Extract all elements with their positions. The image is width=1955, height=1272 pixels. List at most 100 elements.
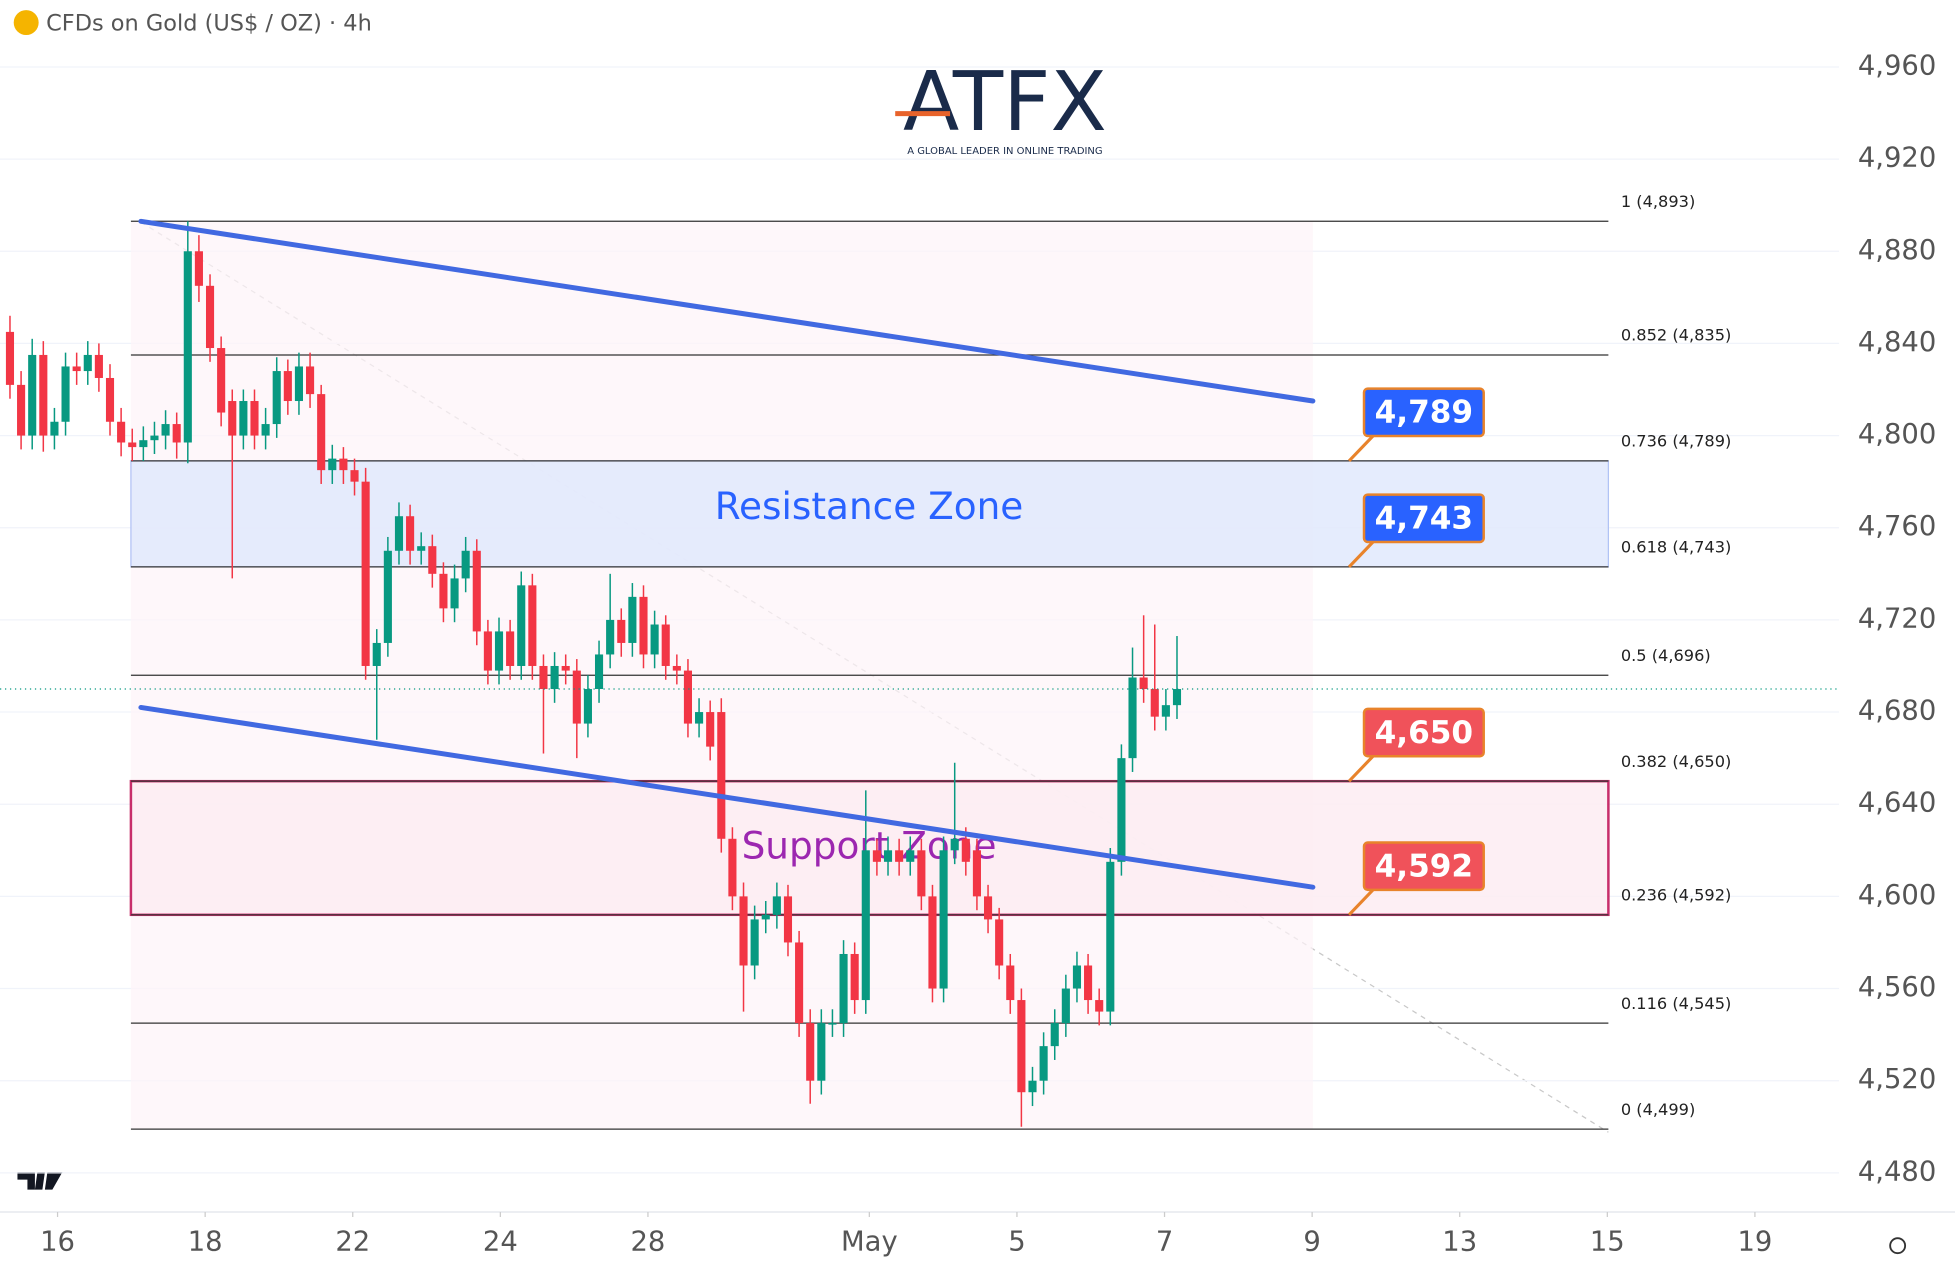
candle-body <box>1061 988 1070 1024</box>
candle-body <box>317 394 326 471</box>
x-tick-label: May <box>841 1227 898 1258</box>
candle-body <box>872 850 881 862</box>
candle-body <box>228 401 237 436</box>
y-tick-label: 4,840 <box>1858 327 1936 358</box>
y-tick-label: 4,800 <box>1858 419 1936 450</box>
candle-body <box>706 712 715 747</box>
candle-body <box>239 401 248 436</box>
candle-body <box>450 578 459 609</box>
candle-body <box>795 942 804 1024</box>
candle-body <box>939 850 948 989</box>
price-tag-label: 4,789 <box>1375 395 1474 431</box>
candle-body <box>61 366 70 422</box>
logo-name: ATFX <box>903 55 1107 150</box>
candle-body <box>539 665 548 690</box>
price-tag-label: 4,650 <box>1375 715 1474 751</box>
candle-body <box>917 850 926 897</box>
candle-body <box>1039 1046 1048 1081</box>
x-tick-label: 22 <box>335 1227 370 1258</box>
candle-body <box>1172 689 1182 706</box>
candle-body <box>861 850 870 1001</box>
candle-body <box>183 251 192 443</box>
candle-body <box>72 366 81 372</box>
x-tick-label: 15 <box>1590 1227 1625 1258</box>
candle-body <box>5 331 15 385</box>
candle-body <box>272 371 281 425</box>
fib-diagonal <box>140 221 1609 1133</box>
candle-body <box>995 919 1004 966</box>
candle-body <box>406 516 415 551</box>
fib-label: 1 (4,893) <box>1621 192 1695 211</box>
price-tag <box>1362 841 1485 892</box>
candle-body <box>561 665 570 671</box>
candle-body <box>250 401 259 436</box>
tv-mark <box>17 1172 63 1190</box>
candle-body <box>672 665 681 671</box>
x-tick-label: 9 <box>1303 1227 1320 1258</box>
trendline <box>138 218 1316 404</box>
x-tick-label: 18 <box>188 1227 223 1258</box>
y-tick-label: 4,480 <box>1858 1156 1936 1187</box>
candle-body <box>1006 965 1015 1001</box>
candle-body <box>361 481 370 666</box>
fib-label: 0.5 (4,696) <box>1621 646 1711 665</box>
candle-body <box>105 377 115 422</box>
candle-body <box>1106 861 1115 1012</box>
y-tick-label: 4,560 <box>1858 972 1936 1003</box>
candle-body <box>394 516 404 551</box>
tv-logo <box>17 1172 63 1190</box>
logo-tagline: A GLOBAL LEADER IN ONLINE TRADING <box>907 146 1102 157</box>
candle-body <box>772 896 781 915</box>
candle-body <box>494 631 504 671</box>
trendline <box>138 704 1316 890</box>
candle-body <box>283 371 292 402</box>
candle-body <box>883 850 893 862</box>
candle-body <box>617 619 626 643</box>
candle-body <box>1028 1080 1037 1093</box>
candle-body <box>839 953 848 1024</box>
x-tick-label: 19 <box>1737 1227 1772 1258</box>
x-tick-label: 24 <box>483 1227 518 1258</box>
symbol-icon <box>13 10 39 36</box>
y-tick-label: 4,760 <box>1858 511 1936 542</box>
candle-body <box>139 440 148 448</box>
price-tag-label: 4,592 <box>1375 848 1474 884</box>
candle-body <box>350 470 359 482</box>
candle-body <box>695 712 704 724</box>
y-tick-label: 4,720 <box>1858 603 1936 634</box>
candle-body <box>1072 965 1082 989</box>
y-tick-label: 4,920 <box>1858 143 1936 174</box>
fib-label: 0.618 (4,743) <box>1621 538 1731 557</box>
candle-body <box>517 585 526 666</box>
plot: 4,480 4,520 4,560 4,600 4,640 4,680 4,720 4,760… <box>0 50 1936 1258</box>
candle-body <box>606 619 615 655</box>
candle-body <box>806 1023 815 1081</box>
price-tag <box>1362 387 1485 438</box>
y-tick-label: 4,880 <box>1858 235 1936 266</box>
candle-body <box>906 850 915 862</box>
candle-body <box>1050 1023 1059 1047</box>
candle-body <box>128 442 137 448</box>
fib-label: 0.382 (4,650) <box>1621 752 1731 771</box>
candle-body <box>1161 705 1170 717</box>
x-tick-label: 16 <box>40 1227 75 1258</box>
candle-body <box>417 546 426 551</box>
candle-body <box>383 550 392 643</box>
candle-body <box>1095 1000 1104 1012</box>
candle-body <box>172 424 181 443</box>
candle-body <box>372 642 381 666</box>
candle-body <box>895 850 904 862</box>
candle-body <box>750 919 759 966</box>
candle-body <box>306 366 315 395</box>
candle-body <box>728 838 737 897</box>
candle-body <box>1150 689 1159 717</box>
candle-body <box>983 896 993 920</box>
candle-body <box>339 458 348 471</box>
fib-label: 0.236 (4,592) <box>1621 886 1731 905</box>
x-tick-label: 5 <box>1008 1227 1025 1258</box>
candle-body <box>472 550 481 632</box>
candle-body <box>850 953 859 1001</box>
candle-body <box>628 596 637 643</box>
candle-body <box>194 251 203 286</box>
candle-body <box>428 546 437 574</box>
